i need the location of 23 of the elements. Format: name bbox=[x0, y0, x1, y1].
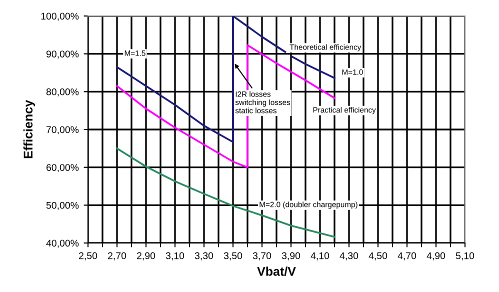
y-tick-label: 40,00% bbox=[46, 240, 79, 248]
x-tick-label: 4,10 bbox=[310, 252, 330, 260]
y-axis-title: Efficiency bbox=[23, 100, 36, 158]
x-tick-label: 4,90 bbox=[426, 252, 446, 260]
x-tick-label: 2,50 bbox=[79, 252, 98, 260]
x-tick-label: 5,10 bbox=[456, 252, 474, 260]
y-tick-label: 60,00% bbox=[46, 164, 79, 172]
x-tick-label: 3,10 bbox=[166, 252, 184, 260]
y-tick-label: 100,00% bbox=[41, 12, 79, 21]
x-tick-label: 3,90 bbox=[282, 252, 300, 260]
y-tick-label: 90,00% bbox=[46, 50, 79, 59]
x-tick-label: 3,50 bbox=[224, 252, 242, 260]
y-tick-label: 70,00% bbox=[46, 126, 79, 134]
x-tick-label: 2,70 bbox=[108, 252, 126, 260]
x-tick-label: 4,50 bbox=[368, 252, 388, 260]
x-tick-label: 3,30 bbox=[194, 252, 214, 260]
x-tick-label: 2,90 bbox=[137, 252, 156, 260]
x-tick-label: 4,70 bbox=[398, 252, 416, 260]
x-tick-label: 3,70 bbox=[252, 252, 272, 260]
x-tick-label: 4,30 bbox=[340, 252, 358, 260]
y-tick-label: 80,00% bbox=[46, 88, 79, 96]
x-axis-title: Vbat/V bbox=[257, 266, 296, 276]
y-tick-label: 50,00% bbox=[46, 202, 79, 210]
